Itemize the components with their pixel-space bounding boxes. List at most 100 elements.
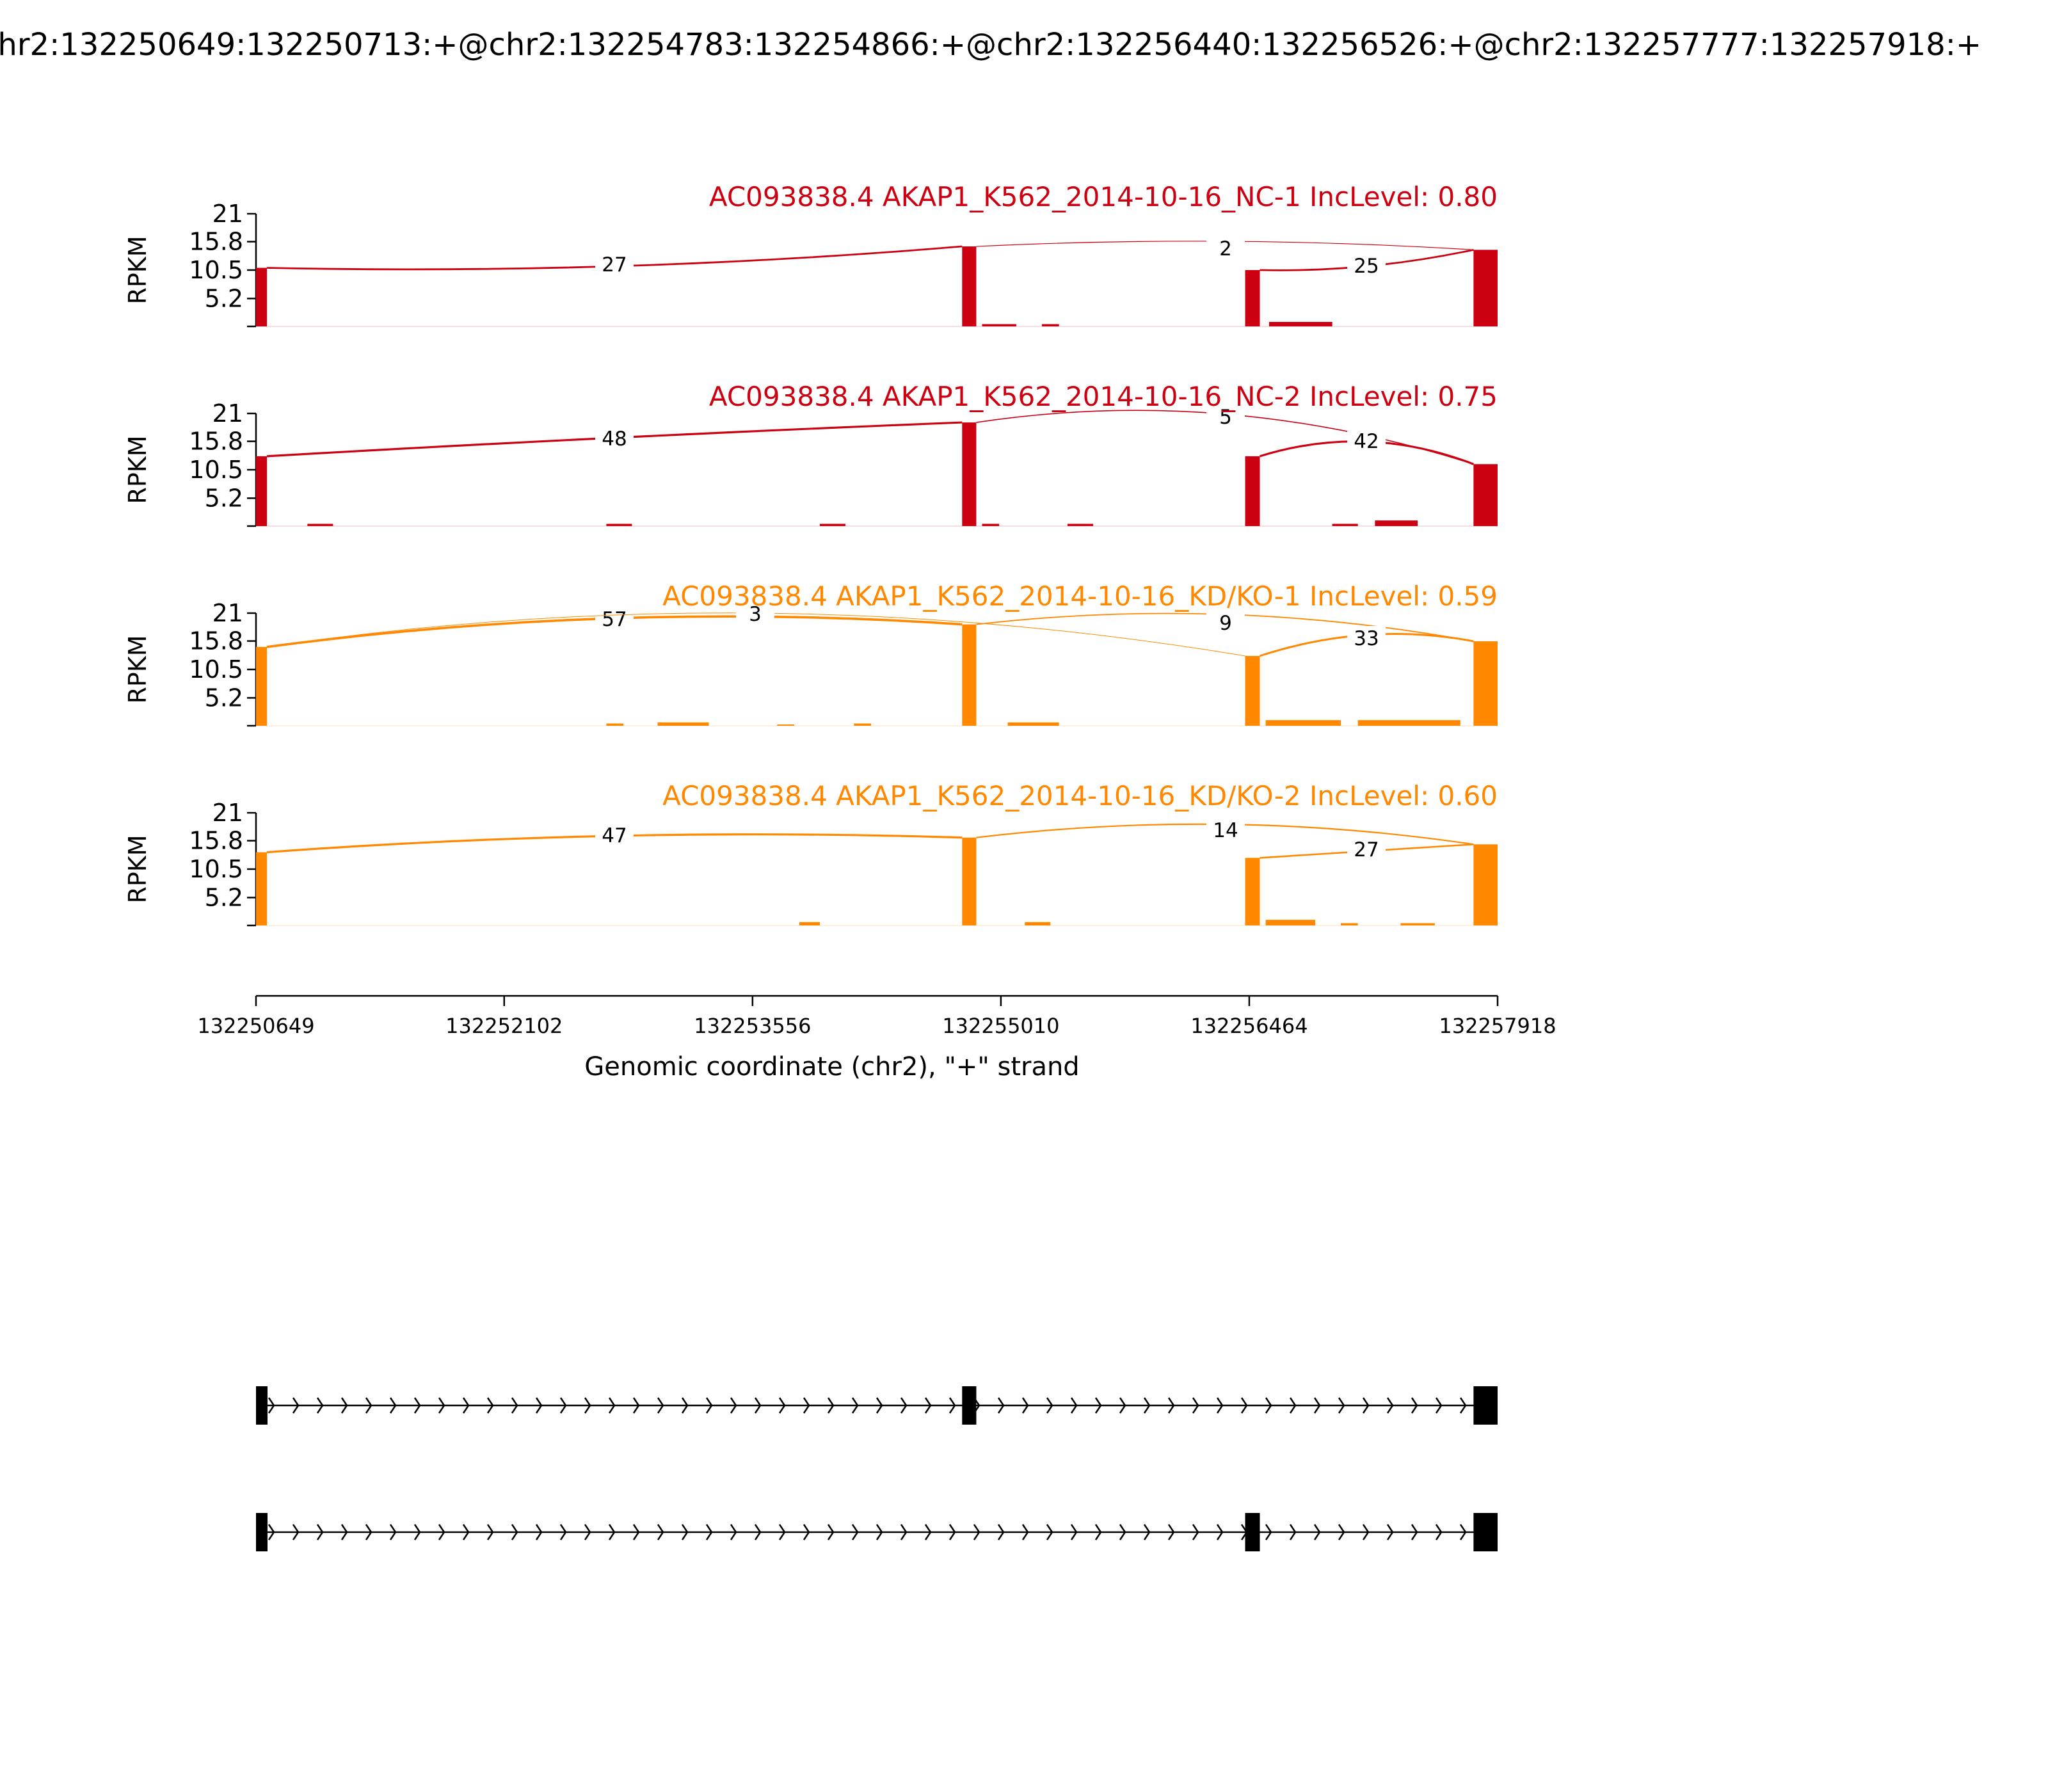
intron-coverage xyxy=(777,724,794,726)
strand-arrow xyxy=(1338,1524,1345,1540)
junction-count-bg xyxy=(1347,626,1386,649)
y-tick-label: 5.2 xyxy=(205,484,243,512)
strand-arrow xyxy=(778,1397,786,1414)
exon-coverage xyxy=(962,246,977,326)
exon-coverage xyxy=(1245,456,1260,526)
sample-label: AC093838.4 AKAP1_K562_2014-10-16_NC-1 In… xyxy=(709,181,1498,212)
strand-arrow xyxy=(340,1397,348,1414)
strand-arrow xyxy=(1313,1397,1321,1414)
strand-arrow xyxy=(340,1524,348,1540)
isoform-1 xyxy=(256,1386,1498,1425)
junction-count-bg xyxy=(1347,253,1386,276)
x-tick-label: 132250649 xyxy=(197,1014,314,1038)
y-tick-label: 5.2 xyxy=(205,284,243,312)
junction-count: 42 xyxy=(1354,430,1379,453)
strand-arrow xyxy=(1070,1524,1078,1540)
strand-arrow xyxy=(705,1397,713,1414)
isoform-exon xyxy=(1473,1513,1498,1551)
exon-coverage xyxy=(1473,464,1498,526)
x-tick-label: 132252102 xyxy=(445,1014,563,1038)
junction-count: 48 xyxy=(602,428,627,451)
y-axis-label: RPKM xyxy=(124,635,152,703)
strand-arrow xyxy=(511,1524,518,1540)
page-title-text: chr2:132250649:132250713:+@chr2:13225478… xyxy=(0,27,1982,63)
junction-count-bg xyxy=(595,252,634,275)
strand-arrow xyxy=(438,1397,445,1414)
strand-arrow xyxy=(1411,1524,1418,1540)
isoform-exon xyxy=(256,1386,268,1425)
y-tick-label: 10.5 xyxy=(189,855,243,883)
isoform-2 xyxy=(256,1513,1498,1551)
y-tick-label: 15.8 xyxy=(189,228,243,256)
junction-count-bg xyxy=(1206,236,1245,259)
strand-arrow xyxy=(389,1397,397,1414)
intron-coverage xyxy=(982,324,1016,326)
strand-arrow xyxy=(535,1524,543,1540)
exon-coverage xyxy=(962,837,977,925)
strand-arrow xyxy=(1119,1524,1126,1540)
y-tick-label: 21 xyxy=(212,599,243,627)
strand-arrow xyxy=(559,1524,567,1540)
strand-arrow xyxy=(1265,1397,1272,1414)
intron-coverage xyxy=(1041,324,1059,326)
strand-arrow xyxy=(1435,1524,1443,1540)
strand-arrow xyxy=(413,1397,421,1414)
strand-arrow xyxy=(705,1524,713,1540)
intron-coverage xyxy=(1268,321,1332,326)
strand-arrow xyxy=(292,1397,300,1414)
exon-coverage xyxy=(1473,844,1498,925)
exon-coverage xyxy=(256,456,268,526)
sample-label: AC093838.4 AKAP1_K562_2014-10-16_KD/KO-1… xyxy=(662,580,1498,612)
strand-arrow xyxy=(316,1397,324,1414)
junction-count: 47 xyxy=(602,824,627,847)
intron-coverage xyxy=(799,922,820,925)
junction-count-bg xyxy=(1347,429,1386,452)
strand-arrow xyxy=(1021,1397,1029,1414)
strand-arrow xyxy=(462,1524,470,1540)
strand-arrow xyxy=(948,1397,956,1414)
strand-arrow xyxy=(389,1524,397,1540)
intron-coverage xyxy=(982,524,1000,526)
junction-count-bg xyxy=(595,607,634,630)
strand-arrow xyxy=(1021,1524,1029,1540)
junction-count-bg xyxy=(595,426,634,449)
y-axis-label: RPKM xyxy=(124,435,152,504)
intron-coverage xyxy=(1340,923,1358,925)
strand-arrow xyxy=(632,1397,640,1414)
strand-arrow xyxy=(876,1397,883,1414)
strand-arrow xyxy=(1386,1524,1394,1540)
strand-arrow xyxy=(1216,1397,1224,1414)
strand-arrow xyxy=(268,1397,275,1414)
sample-label: AC093838.4 AKAP1_K562_2014-10-16_KD/KO-2… xyxy=(662,780,1498,812)
strand-arrow xyxy=(268,1524,275,1540)
strand-arrow xyxy=(1362,1397,1370,1414)
intron-coverage xyxy=(1265,720,1341,726)
strand-arrow xyxy=(1167,1524,1175,1540)
strand-arrow xyxy=(1094,1524,1102,1540)
exon-coverage xyxy=(1245,858,1260,925)
intron-coverage xyxy=(1375,520,1418,526)
y-tick-label: 21 xyxy=(212,399,243,428)
strand-arrow xyxy=(584,1524,591,1540)
strand-arrow xyxy=(535,1397,543,1414)
strand-arrow xyxy=(754,1524,762,1540)
strand-arrow xyxy=(1459,1397,1467,1414)
intron-coverage xyxy=(1025,922,1051,925)
strand-arrow xyxy=(1289,1397,1297,1414)
intron-coverage xyxy=(1265,920,1315,925)
exon-coverage xyxy=(962,422,977,526)
strand-arrow xyxy=(778,1524,786,1540)
strand-arrow xyxy=(657,1397,664,1414)
exon-coverage xyxy=(256,852,268,925)
y-tick-label: 21 xyxy=(212,799,243,827)
strand-arrow xyxy=(1362,1524,1370,1540)
strand-arrow xyxy=(876,1524,883,1540)
intron-coverage xyxy=(1357,720,1460,726)
strand-arrow xyxy=(973,1524,980,1540)
junction-count: 9 xyxy=(1219,612,1232,635)
